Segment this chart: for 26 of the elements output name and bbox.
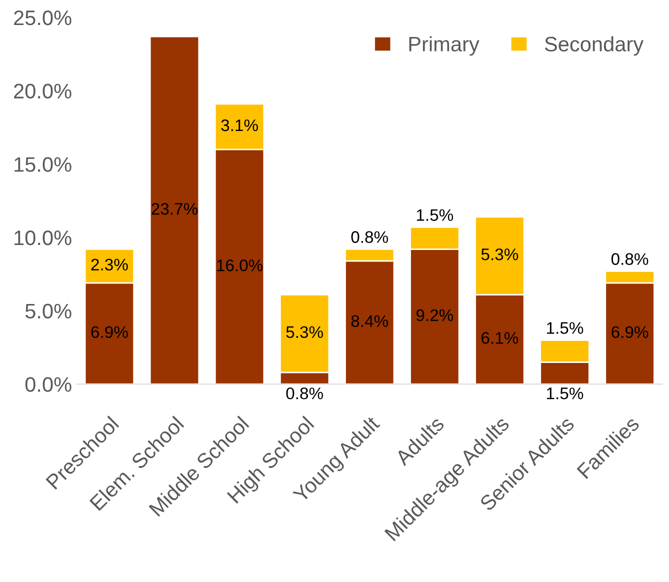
y-tick-label: 25.0% xyxy=(14,10,72,26)
data-label: 23.7% xyxy=(152,202,198,215)
data-label: 3.1% xyxy=(221,119,258,132)
data-label: 6.1% xyxy=(482,332,518,344)
data-label: 6.9% xyxy=(91,326,128,338)
y-tick-label: 5.0% xyxy=(25,304,72,319)
data-label: 1.5% xyxy=(547,322,584,334)
legend-label: Primary xyxy=(409,36,480,56)
data-label: 5.3% xyxy=(481,248,518,260)
data-label: 6.9% xyxy=(612,326,648,338)
data-label: 1.5% xyxy=(547,388,584,400)
y-tick-label: 20.0% xyxy=(14,84,72,99)
data-label: 0.8% xyxy=(611,253,648,265)
data-label: 9.2% xyxy=(416,309,454,322)
data-label: 16.0% xyxy=(217,259,263,272)
data-label: 1.5% xyxy=(416,209,454,221)
data-label: 0.8% xyxy=(351,231,388,243)
y-tick-label: 0.0% xyxy=(25,377,72,392)
data-label: 8.4% xyxy=(351,315,388,327)
data-label: 2.3% xyxy=(91,258,128,271)
y-tick-label: 15.0% xyxy=(14,157,72,172)
data-label: 0.8% xyxy=(286,387,323,400)
y-tick-label: 10.0% xyxy=(14,230,72,246)
legend-label: Secondary xyxy=(544,36,644,56)
data-label: 5.3% xyxy=(286,326,323,338)
bar xyxy=(149,36,200,384)
